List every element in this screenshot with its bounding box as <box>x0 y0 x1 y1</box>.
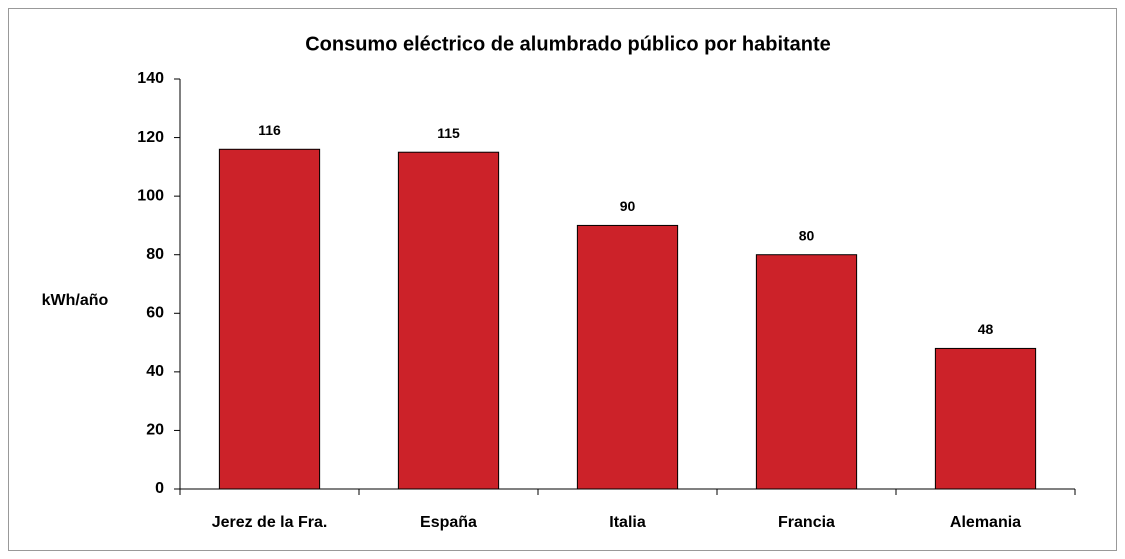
bar <box>218 148 321 490</box>
y-tick-label: 60 <box>146 305 164 322</box>
data-label: 116 <box>258 122 281 138</box>
y-axis-label: kWh/año <box>42 292 109 309</box>
x-tick-label: Alemania <box>950 514 1021 531</box>
x-tick-label: Italia <box>609 514 646 531</box>
chart-border <box>8 8 1117 551</box>
data-label: 115 <box>437 125 460 141</box>
y-tick-label: 140 <box>137 70 164 87</box>
x-tick-label: Jerez de la Fra. <box>212 514 328 531</box>
y-tick-label: 20 <box>146 422 164 439</box>
data-label: 48 <box>978 321 994 337</box>
data-label: 90 <box>620 198 636 214</box>
y-tick-label: 80 <box>146 246 164 263</box>
bar <box>576 224 679 490</box>
y-tick-label: 120 <box>137 129 164 146</box>
bar <box>755 254 858 490</box>
x-tick-label: Francia <box>778 514 835 531</box>
x-tick-label: España <box>420 514 477 531</box>
bar <box>397 151 500 490</box>
y-tick-label: 40 <box>146 363 164 380</box>
chart-title: Consumo eléctrico de alumbrado público p… <box>305 33 831 55</box>
y-tick-label: 100 <box>137 187 164 204</box>
y-tick-label: 0 <box>155 480 164 497</box>
data-label: 80 <box>799 227 815 243</box>
bar <box>934 347 1037 490</box>
